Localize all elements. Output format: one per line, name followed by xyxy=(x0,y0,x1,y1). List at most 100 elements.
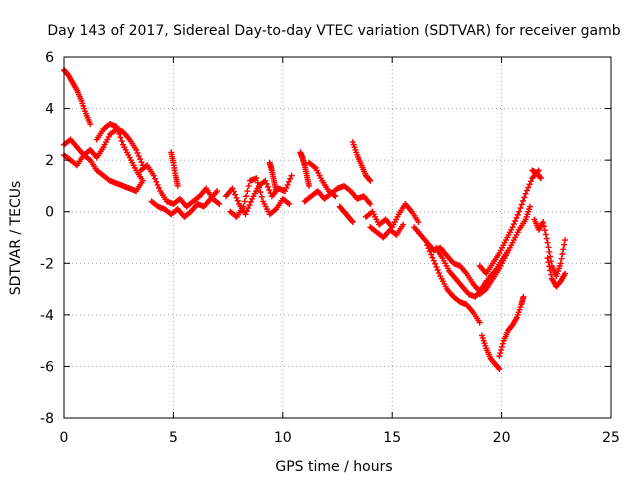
data-point-interp xyxy=(517,205,524,212)
data-point-interp xyxy=(283,184,290,191)
data-point-interp xyxy=(499,343,506,350)
data-point xyxy=(229,185,236,192)
data-point-interp xyxy=(537,174,544,181)
data-point-interp xyxy=(526,181,533,188)
data-point-interp xyxy=(432,260,439,267)
data-point-interp xyxy=(254,179,261,186)
data-point-interp xyxy=(545,244,552,251)
series-track-h xyxy=(222,172,295,218)
y-tick-label: 0 xyxy=(45,205,54,221)
data-point-interp xyxy=(512,217,519,224)
data-point xyxy=(415,219,422,226)
data-point xyxy=(522,190,529,197)
data-point-interp xyxy=(117,134,124,141)
series-track-a xyxy=(61,66,94,128)
data-point-interp xyxy=(114,127,121,134)
data-point-interp xyxy=(514,211,521,218)
data-point xyxy=(520,293,527,300)
data-point-interp xyxy=(348,217,355,224)
data-point xyxy=(496,366,503,373)
data-point-interp xyxy=(425,245,432,252)
series-track-v xyxy=(476,203,534,298)
series-track-k xyxy=(297,149,313,189)
data-point-interp xyxy=(232,191,239,198)
data-point-interp xyxy=(287,175,294,182)
data-point xyxy=(562,270,569,277)
data-point xyxy=(540,219,547,226)
y-tick-label: -4 xyxy=(40,308,54,324)
data-point-interp xyxy=(433,263,440,270)
data-point-interp xyxy=(560,246,567,253)
data-point-interp xyxy=(138,159,145,166)
series-track-j xyxy=(266,159,280,195)
data-point xyxy=(516,208,523,215)
data-point-interp xyxy=(542,231,549,238)
data-point xyxy=(527,203,534,210)
data-point-interp xyxy=(527,178,534,185)
data-point xyxy=(286,200,293,207)
data-point xyxy=(262,177,269,184)
series-track-q xyxy=(367,221,407,241)
x-tick-label: 5 xyxy=(169,430,178,446)
data-point-interp xyxy=(257,189,264,196)
series-track-n xyxy=(336,203,356,226)
data-point xyxy=(332,193,339,200)
series-track-y xyxy=(529,167,544,182)
y-tick-label: -2 xyxy=(40,256,54,272)
data-point-interp xyxy=(428,251,435,258)
data-point-interp xyxy=(546,263,553,270)
data-point-interp xyxy=(541,223,548,230)
data-point xyxy=(133,146,140,153)
y-tick-labels: -8 -6 -4 -2 0 2 4 6 xyxy=(40,50,54,427)
series-track-aa xyxy=(544,255,569,290)
data-point-interp xyxy=(233,194,240,201)
data-point-interp xyxy=(559,251,566,258)
data-point-interp xyxy=(135,153,142,160)
series-track-w xyxy=(478,332,503,373)
data-points xyxy=(61,66,569,373)
data-point-interp xyxy=(525,184,532,191)
plot-frame xyxy=(63,56,612,419)
y-tick-label: -6 xyxy=(40,359,54,375)
data-point-interp xyxy=(264,183,271,190)
data-point-interp xyxy=(152,175,159,182)
data-point-interp xyxy=(118,138,125,145)
data-point-interp xyxy=(285,178,292,185)
data-point-interp xyxy=(520,197,527,204)
data-point-interp xyxy=(258,193,265,200)
data-point-interp xyxy=(510,221,517,228)
series-track-p xyxy=(362,200,422,231)
series-track-b xyxy=(61,136,146,195)
y-axis-label: SDTVAR / TECUs xyxy=(8,181,24,296)
data-point-interp xyxy=(245,182,252,189)
data-point-interp xyxy=(134,149,141,156)
data-point xyxy=(400,221,407,228)
data-point-interp xyxy=(513,214,520,221)
data-point-interp xyxy=(243,193,250,200)
data-point-interp xyxy=(546,248,553,255)
data-point-interp xyxy=(523,187,530,194)
y-tick-label: 6 xyxy=(45,50,54,66)
data-point xyxy=(174,182,181,189)
data-point xyxy=(544,239,551,246)
grid xyxy=(64,57,611,418)
x-tick-label: 20 xyxy=(493,430,511,446)
data-point xyxy=(242,211,249,218)
data-point xyxy=(273,188,280,195)
data-point-interp xyxy=(558,255,565,262)
x-tick-label: 15 xyxy=(383,430,401,446)
x-tick-label: 25 xyxy=(602,430,620,446)
data-point xyxy=(253,175,260,182)
data-point-interp xyxy=(543,235,550,242)
data-point-interp xyxy=(234,197,241,204)
data-point xyxy=(150,172,157,179)
data-point xyxy=(367,200,374,207)
data-point xyxy=(557,260,564,267)
series-track-x xyxy=(496,293,527,360)
data-point-interp xyxy=(495,364,502,371)
series-track-z xyxy=(531,216,569,280)
data-point-interp xyxy=(521,194,528,201)
data-point-interp xyxy=(245,205,252,212)
series-track-i xyxy=(227,175,293,220)
